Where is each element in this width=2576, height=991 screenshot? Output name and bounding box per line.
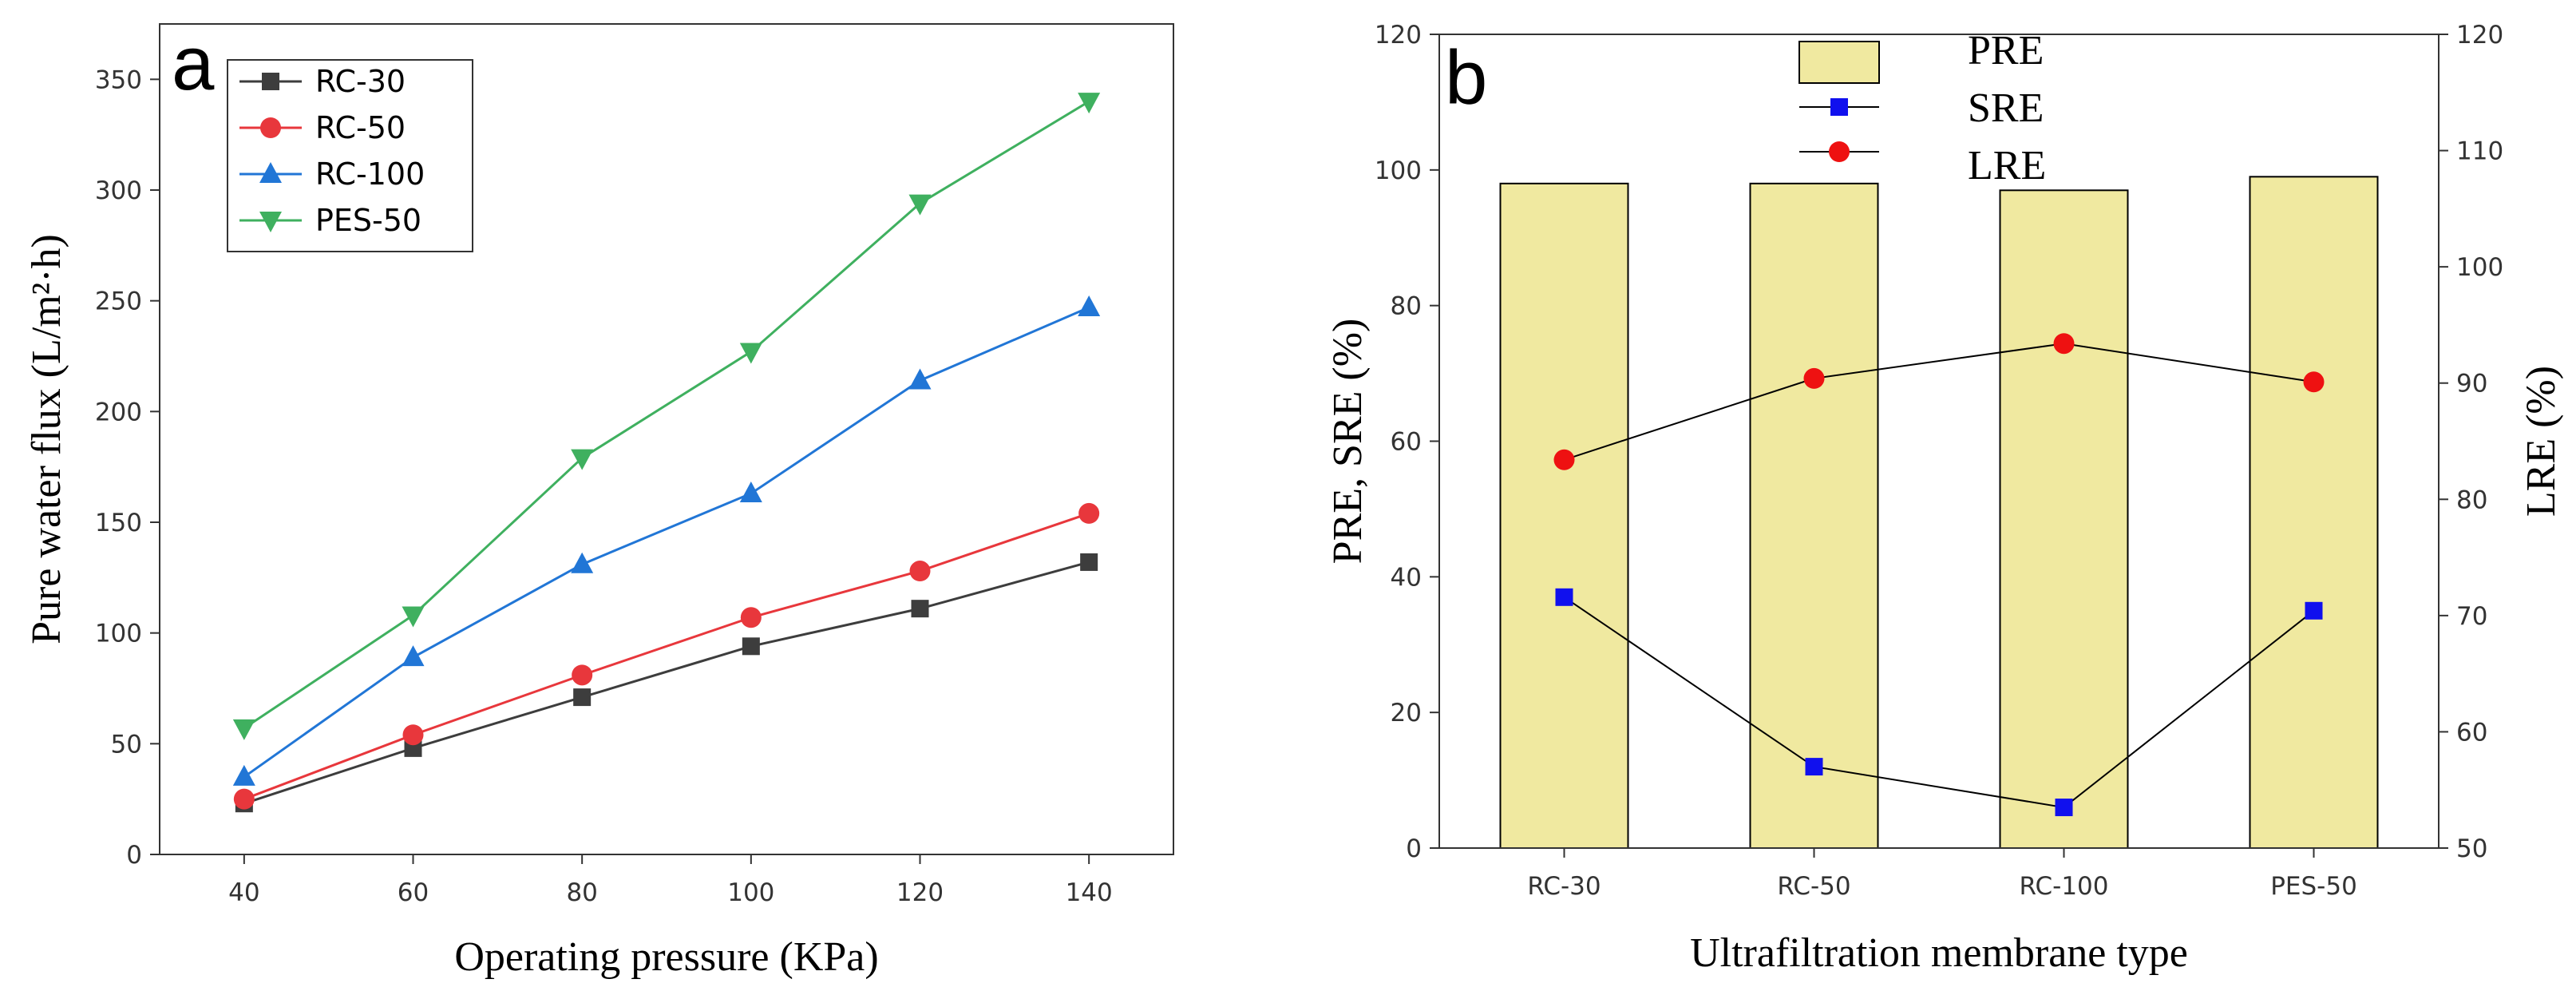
- series-line-lre: [1564, 343, 2314, 461]
- y-axis-title-b: PRE, SRE (%): [1325, 319, 1371, 565]
- data-point-rc-50: [402, 724, 424, 746]
- bar-pre-rc-50: [1749, 182, 1879, 850]
- data-point-pes-50: [1078, 93, 1101, 114]
- y2-tick-label-b: 80: [2456, 486, 2487, 514]
- data-point-sre: [1555, 588, 1573, 606]
- y-tick-label-b: 120: [1375, 21, 1422, 50]
- data-point-rc-50: [740, 607, 762, 628]
- y-tick-label-a: 350: [95, 65, 142, 94]
- y2-tick-label-b: 110: [2456, 137, 2503, 166]
- data-point-lre: [2303, 371, 2325, 393]
- y2-tick-label-b: 90: [2456, 370, 2487, 398]
- data-point-rc-100: [571, 552, 594, 573]
- data-point-rc-100: [402, 645, 425, 667]
- legend-swatch-pre: [1798, 41, 1880, 84]
- data-point-pes-50: [739, 343, 762, 364]
- data-point-rc-30: [911, 600, 929, 618]
- data-point-sre: [2055, 799, 2073, 817]
- data-point-sre: [1805, 758, 1823, 776]
- y-tick-label-b: 0: [1406, 834, 1422, 863]
- y-axis-title-a: Pure water flux (L/m²·h): [24, 234, 69, 644]
- data-point-lre: [1553, 449, 1575, 470]
- legend-marker-pes-50: [259, 212, 282, 232]
- legend-label-pre: PRE: [1968, 28, 2044, 73]
- x-axis-title-b: Ultrafiltration membrane type: [1690, 930, 2188, 976]
- data-point-rc-100: [739, 481, 762, 502]
- y-tick-label-b: 20: [1391, 699, 1422, 727]
- data-point-rc-50: [1078, 502, 1100, 524]
- y-tick-label-a: 200: [95, 398, 142, 426]
- data-point-rc-30: [1080, 553, 1098, 571]
- y-tick-label-a: 300: [95, 176, 142, 205]
- y-tick-label-b: 60: [1391, 428, 1422, 457]
- data-point-pes-50: [232, 719, 255, 740]
- y2-tick-label-b: 70: [2456, 602, 2487, 631]
- x-axis-title-a: Operating pressure (KPa): [454, 934, 878, 980]
- y-tick-label-b: 80: [1391, 292, 1422, 321]
- series-line-pes-50: [243, 100, 1090, 730]
- y2-tick-label-b: 100: [2456, 253, 2503, 282]
- data-point-rc-50: [233, 788, 255, 810]
- series-line-rc-30: [243, 561, 1090, 805]
- legend-label-rc-30: RC-30: [315, 64, 406, 99]
- panel-b-chart: RC-30 RC-50 RC-100 PES-50 0 20 40 60 80 100 120 50 6…: [1325, 21, 2564, 976]
- data-point-rc-100: [1078, 295, 1101, 316]
- data-point-rc-50: [572, 664, 593, 686]
- series-line-sre: [1563, 596, 2315, 809]
- data-point-rc-30: [742, 637, 760, 656]
- y-tick-label-b: 100: [1375, 157, 1422, 185]
- data-point-lre: [2053, 333, 2075, 355]
- legend-marker-rc-100: [259, 162, 282, 183]
- legend-marker-rc-30: [262, 73, 279, 90]
- legend-marker-rc-50: [260, 117, 281, 138]
- bar-pre-rc-30: [1499, 182, 1629, 850]
- y-tick-label-a: 50: [111, 730, 142, 759]
- y-tick-label-a: 150: [95, 509, 142, 537]
- x-tick-label-a: 80: [566, 878, 597, 907]
- series-line-rc-100: [243, 306, 1090, 779]
- y-tick-label-b: 40: [1391, 563, 1422, 592]
- data-point-rc-100: [908, 368, 932, 390]
- legend-label-rc-100: RC-100: [315, 157, 425, 192]
- plot-frame-a: [159, 23, 1174, 855]
- y2-tick-label-b: 120: [2456, 21, 2503, 50]
- bar-pre-pes-50: [2249, 176, 2379, 849]
- bar-pre-rc-100: [1999, 189, 2129, 849]
- legend-marker-lre: [1829, 141, 1850, 162]
- x-tick-label-a: 140: [1066, 878, 1113, 907]
- x-tick-label-a: 100: [727, 878, 774, 907]
- data-point-pes-50: [908, 194, 932, 216]
- data-point-rc-100: [232, 764, 255, 786]
- data-point-sre: [2305, 601, 2323, 620]
- x-tick-label-a: 40: [228, 878, 259, 907]
- x-tick-label-b: RC-30: [1527, 872, 1601, 901]
- data-point-rc-30: [573, 688, 592, 707]
- x-tick-label-b: RC-50: [1777, 872, 1850, 901]
- legend-label-lre: LRE: [1968, 143, 2046, 188]
- x-tick-label-b: RC-100: [2020, 872, 2109, 901]
- legend-marker-sre: [1830, 98, 1848, 116]
- series-line-rc-50: [243, 512, 1090, 801]
- legend-label-rc-50: RC-50: [315, 110, 406, 145]
- y-tick-label-a: 0: [126, 841, 142, 870]
- y2-tick-label-b: 50: [2456, 834, 2487, 863]
- data-point-pes-50: [571, 449, 594, 470]
- panel-label-b: b: [1445, 35, 1487, 121]
- x-tick-label-a: 120: [896, 878, 944, 907]
- data-point-rc-50: [909, 561, 931, 582]
- legend-label-pes-50: PES-50: [315, 203, 421, 238]
- x-tick-label-b: PES-50: [2270, 872, 2357, 901]
- y2-axis-title-b: LRE (%): [2519, 366, 2564, 517]
- y2-tick-label-b: 60: [2456, 718, 2487, 747]
- data-point-lre: [1803, 367, 1825, 389]
- panel-label-a: a: [172, 21, 215, 106]
- data-point-pes-50: [402, 606, 425, 628]
- panel-a-chart: 40 60 80 100 120 140 0 50 100 150 200 250 300 350 Oper…: [24, 21, 1174, 980]
- x-tick-label-a: 60: [398, 878, 429, 907]
- y-tick-label-a: 250: [95, 287, 142, 316]
- legend-label-sre: SRE: [1968, 85, 2044, 131]
- y-tick-label-a: 100: [95, 620, 142, 648]
